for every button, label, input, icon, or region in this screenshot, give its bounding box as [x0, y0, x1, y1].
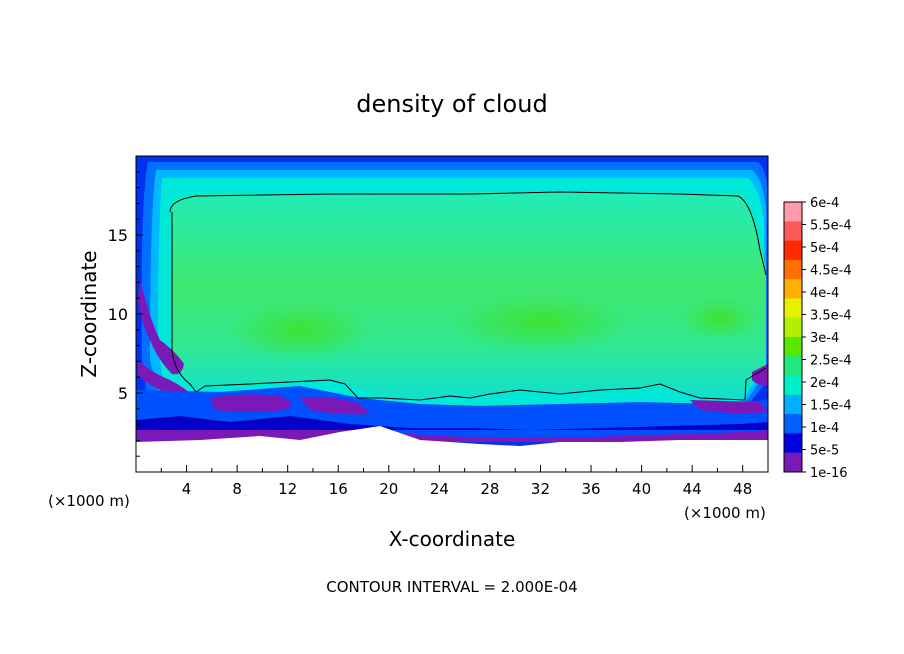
- x-tick-label: 4: [182, 480, 192, 498]
- x-tick-label: 16: [329, 480, 348, 498]
- colorbar-swatch: [784, 433, 802, 454]
- x-tick-label: 12: [278, 480, 297, 498]
- x-tick-label: 28: [480, 480, 499, 498]
- core-patch-3: [680, 296, 760, 340]
- y-axis-ticks: 5 10 15: [108, 171, 143, 457]
- colorbar-label: 3e-4: [810, 331, 839, 346]
- core-patch-1: [230, 300, 370, 360]
- colorbar-swatch: [784, 356, 802, 377]
- colorbar-swatch: [784, 414, 802, 434]
- x-tick-label: 24: [430, 480, 449, 498]
- y-tick-label: 5: [118, 384, 128, 403]
- colorbar-label: 1.5e-4: [810, 399, 852, 414]
- x-tick-label: 36: [581, 480, 600, 498]
- colorbar-label: 2e-4: [810, 376, 839, 391]
- x-tick-label: 48: [733, 480, 752, 498]
- colorbar-swatch: [784, 452, 802, 473]
- x-tick-label: 8: [232, 480, 242, 498]
- colorbar-swatch: [784, 375, 802, 396]
- colorbar-label: 4.5e-4: [810, 264, 852, 279]
- field-green-core: [172, 192, 766, 398]
- x-tick-label: 40: [632, 480, 651, 498]
- colorbar-label: 5e-5: [810, 444, 839, 459]
- chart-title: density of cloud: [356, 90, 547, 118]
- lower-purple-patch-1: [210, 394, 292, 412]
- colorbar-label: 3.5e-4: [810, 309, 852, 324]
- colorbar-label: 5e-4: [810, 241, 839, 256]
- x-unit-right: (×1000 m): [684, 504, 766, 522]
- bottom-dark-band: [136, 416, 768, 430]
- x-axis-title: X-coordinate: [389, 527, 516, 551]
- contour-line: [169, 191, 767, 401]
- colorbar-swatch: [784, 202, 802, 222]
- lower-purple-patch-2: [300, 396, 370, 415]
- y-tick-label: 15: [108, 226, 128, 245]
- x-tick-label: 32: [531, 480, 550, 498]
- colorbar: 6e-4 5.5e-4 5e-4 4.5e-4 4e-4 3.5e-4 3e-4 2.5e-4…: [783, 196, 852, 481]
- colorbar-swatch: [784, 279, 802, 299]
- colorbar-swatch: [784, 240, 802, 261]
- colorbar-swatch: [784, 394, 802, 415]
- lower-purple-patch-3: [690, 400, 768, 414]
- colorbar-label: 4e-4: [810, 286, 839, 301]
- y-axis-title: Z-coordinate: [77, 250, 101, 377]
- colorbar-swatch: [784, 259, 802, 280]
- x-axis-ticks: 4 8 12 16 20 24 28 32 36 40 44 48: [160, 465, 752, 498]
- colorbar-label: 2.5e-4: [810, 354, 852, 369]
- x-unit-left: (×1000 m): [48, 492, 130, 510]
- x-tick-label: 20: [379, 480, 398, 498]
- colorbar-label: 1e-4: [810, 421, 839, 436]
- colorbar-label: 5.5e-4: [810, 219, 852, 234]
- ground-region: [136, 426, 768, 472]
- colorbar-swatch: [784, 337, 802, 357]
- core-patch-2: [450, 292, 630, 352]
- plot-area: [136, 156, 768, 472]
- colorbar-swatch: [784, 298, 802, 319]
- colorbar-swatch: [784, 221, 802, 242]
- colorbar-swatch: [784, 317, 802, 338]
- colorbar-label: 1e-16: [810, 466, 848, 481]
- colorbar-label: 6e-4: [810, 196, 839, 211]
- x-tick-label: 44: [683, 480, 702, 498]
- y-tick-label: 10: [108, 305, 128, 324]
- contour-interval-note: CONTOUR INTERVAL = 2.000E-04: [326, 578, 577, 596]
